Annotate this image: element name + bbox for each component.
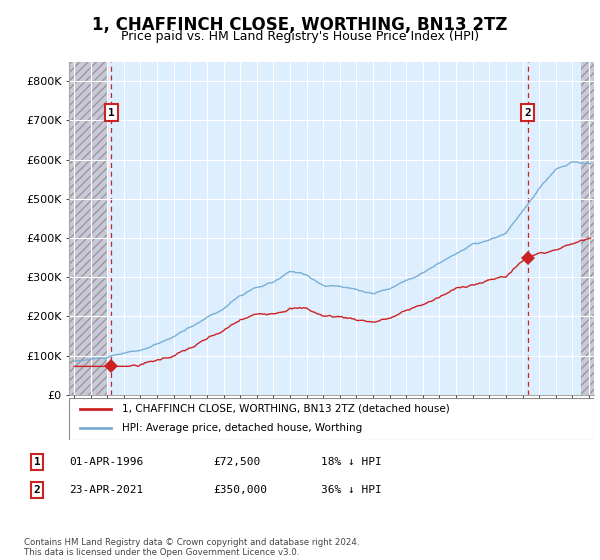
Text: 2: 2 bbox=[34, 485, 41, 495]
Text: 2: 2 bbox=[524, 108, 531, 118]
Text: 18% ↓ HPI: 18% ↓ HPI bbox=[321, 457, 382, 467]
Text: 01-APR-1996: 01-APR-1996 bbox=[69, 457, 143, 467]
Text: HPI: Average price, detached house, Worthing: HPI: Average price, detached house, Wort… bbox=[121, 423, 362, 433]
Text: 1, CHAFFINCH CLOSE, WORTHING, BN13 2TZ (detached house): 1, CHAFFINCH CLOSE, WORTHING, BN13 2TZ (… bbox=[121, 404, 449, 414]
Bar bbox=[69, 62, 107, 395]
Bar bbox=[581, 62, 594, 395]
Text: 36% ↓ HPI: 36% ↓ HPI bbox=[321, 485, 382, 495]
Text: 23-APR-2021: 23-APR-2021 bbox=[69, 485, 143, 495]
Text: £72,500: £72,500 bbox=[213, 457, 260, 467]
Text: 1: 1 bbox=[108, 108, 115, 118]
Text: 1: 1 bbox=[34, 457, 41, 467]
Text: 1, CHAFFINCH CLOSE, WORTHING, BN13 2TZ: 1, CHAFFINCH CLOSE, WORTHING, BN13 2TZ bbox=[92, 16, 508, 34]
Text: Price paid vs. HM Land Registry's House Price Index (HPI): Price paid vs. HM Land Registry's House … bbox=[121, 30, 479, 43]
Text: Contains HM Land Registry data © Crown copyright and database right 2024.
This d: Contains HM Land Registry data © Crown c… bbox=[24, 538, 359, 557]
Text: £350,000: £350,000 bbox=[213, 485, 267, 495]
